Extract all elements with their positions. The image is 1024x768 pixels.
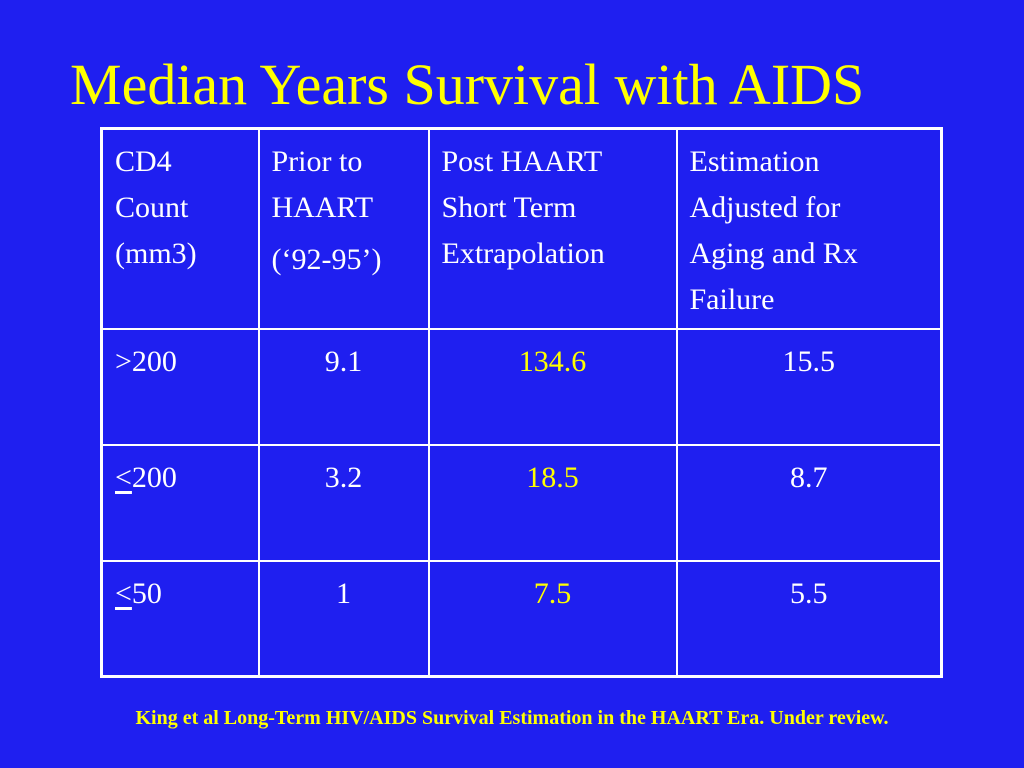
estimation-value: 5.5	[790, 576, 828, 610]
post-haart-cell: 18.5	[427, 443, 678, 562]
prior-haart-value: 3.2	[324, 460, 363, 494]
cd4-value: 200	[131, 460, 177, 494]
cd4-cell: <50	[100, 559, 260, 678]
estimation-cell: 15.5	[675, 327, 943, 446]
prior-haart-cell: 9.1	[257, 327, 430, 446]
header-prior-to-haart: Prior to HAART (‘92-95’)	[257, 127, 430, 330]
prior-haart-value: 9.1	[324, 344, 363, 378]
post-haart-value: 7.5	[533, 576, 572, 610]
estimation-value: 15.5	[782, 344, 836, 378]
header-text: Failure	[689, 283, 775, 316]
survival-table: CD4 Count (mm3) Prior to HAART (‘92-95’)…	[100, 127, 943, 678]
post-haart-value: 134.6	[518, 344, 587, 378]
header-text: Extrapolation	[441, 237, 605, 270]
post-haart-value: 18.5	[526, 460, 579, 494]
header-text: Estimation	[689, 145, 820, 178]
cd4-cell: >200	[100, 327, 260, 446]
cd4-cell: <200	[100, 443, 260, 562]
slide-title: Median Years Survival with AIDS	[70, 52, 865, 117]
header-text: Adjusted for	[689, 191, 841, 224]
table-header-row: CD4 Count (mm3) Prior to HAART (‘92-95’)…	[100, 127, 943, 330]
header-text: CD4	[115, 145, 172, 178]
header-text: Short Term	[441, 191, 577, 224]
estimation-cell: 8.7	[675, 443, 943, 562]
table-row: <200 3.2 18.5 8.7	[100, 443, 943, 562]
citation: King et al Long-Term HIV/AIDS Survival E…	[135, 707, 889, 729]
header-cd4-count: CD4 Count (mm3)	[100, 127, 260, 330]
estimation-cell: 5.5	[675, 559, 943, 678]
header-post-haart: Post HAART Short Term Extrapolation	[427, 127, 678, 330]
header-text: HAART	[271, 191, 374, 224]
prior-haart-value: 1	[336, 576, 351, 610]
cd4-value: 50	[131, 576, 162, 610]
header-text: Aging and Rx	[689, 237, 858, 270]
comparison-symbol: <	[115, 460, 132, 494]
post-haart-cell: 134.6	[427, 327, 678, 446]
header-estimation-adjusted: Estimation Adjusted for Aging and Rx Fai…	[675, 127, 943, 330]
header-text: Prior to	[271, 145, 363, 178]
header-text: (mm3)	[115, 237, 197, 270]
cd4-value: 200	[131, 344, 177, 378]
header-text: (‘92-95’)	[271, 243, 382, 276]
header-text: Post HAART	[441, 145, 603, 178]
prior-haart-cell: 1	[257, 559, 430, 678]
comparison-symbol: >	[115, 344, 132, 378]
header-text: Count	[115, 191, 189, 224]
table-row: <50 1 7.5 5.5	[100, 559, 943, 678]
post-haart-cell: 7.5	[427, 559, 678, 678]
comparison-symbol: <	[115, 576, 132, 610]
estimation-value: 8.7	[790, 460, 828, 494]
prior-haart-cell: 3.2	[257, 443, 430, 562]
table-row: >200 9.1 134.6 15.5	[100, 327, 943, 446]
